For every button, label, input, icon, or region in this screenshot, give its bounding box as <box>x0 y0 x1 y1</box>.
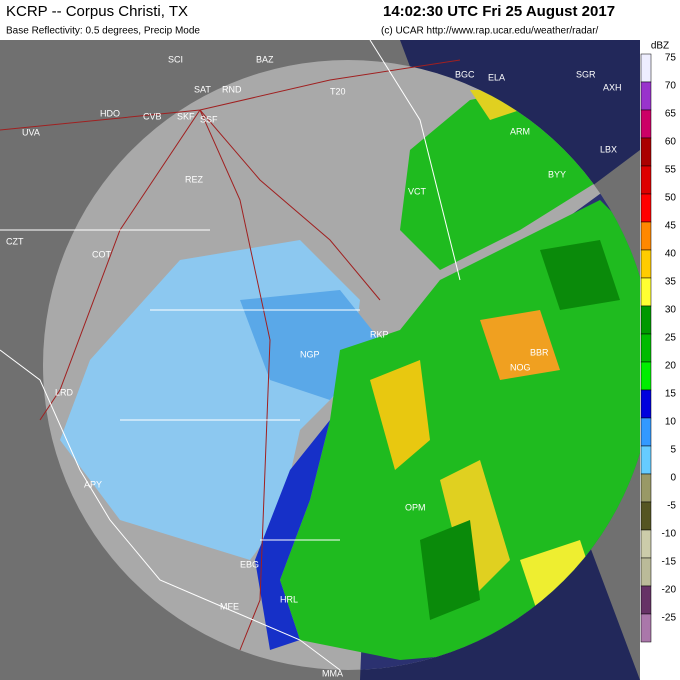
station-label: VCT <box>408 186 427 196</box>
legend-label: 50 <box>665 193 677 204</box>
station-label: UVA <box>22 127 40 137</box>
boundaries <box>0 39 461 671</box>
station-label: SCI <box>168 54 183 64</box>
legend-label: 75 <box>665 53 677 64</box>
station-label: NOG <box>510 362 531 372</box>
station-label: T20 <box>330 86 346 96</box>
legend-swatch <box>640 445 652 475</box>
roads <box>0 59 461 651</box>
legend-swatch <box>640 585 652 615</box>
legend-swatch <box>640 53 652 83</box>
legend-label: 25 <box>665 333 677 344</box>
station-label: COT <box>92 249 112 259</box>
credit: (c) UCAR http://www.rap.ucar.edu/weather… <box>381 26 599 37</box>
station-label: OPM <box>405 502 426 512</box>
station-label: SKF <box>177 111 195 121</box>
legend-swatch <box>640 249 652 279</box>
legend-swatch <box>640 81 652 111</box>
legend-label: 15 <box>665 389 677 400</box>
legend-label: -15 <box>662 557 677 568</box>
station-label: SAT <box>194 84 211 94</box>
legend-unit: dBZ <box>651 41 669 52</box>
station-label: BBR <box>530 347 549 357</box>
legend-label: 35 <box>665 277 677 288</box>
station-label: MFE <box>220 601 239 611</box>
station-label: APY <box>84 479 102 489</box>
legend-swatch <box>640 165 652 195</box>
legend-label: -25 <box>662 613 677 624</box>
station-label: SSF <box>200 114 218 124</box>
legend-label: 65 <box>665 109 677 120</box>
legend-label: 0 <box>670 473 676 484</box>
station-label: NGP <box>300 349 320 359</box>
legend-swatch <box>640 193 652 223</box>
station-label: BGC <box>455 69 475 79</box>
legend-label: 20 <box>665 361 677 372</box>
legend-swatch <box>640 109 652 139</box>
station-label: AXH <box>603 82 622 92</box>
legend-label: 30 <box>665 305 677 316</box>
legend: dBZ 757065605550454035302520151050-5-10-… <box>640 40 680 680</box>
legend-swatch <box>640 501 652 531</box>
station-label: CZT <box>6 236 24 246</box>
legend-label: 40 <box>665 249 677 260</box>
station-label: CVB <box>143 111 162 121</box>
station-label: HDO <box>100 108 120 118</box>
legend-swatch <box>640 389 652 419</box>
legend-label: 5 <box>670 445 676 456</box>
legend-swatch <box>640 221 652 251</box>
station-label: LBX <box>600 144 617 154</box>
station-label: MMA <box>322 668 343 678</box>
legend-label: 55 <box>665 165 677 176</box>
legend-swatch <box>640 361 652 391</box>
station-title: KCRP -- Corpus Christi, TX <box>6 3 188 20</box>
legend-label: -20 <box>662 585 677 596</box>
station-label: RKP <box>370 329 389 339</box>
station-label: ELA <box>488 72 505 82</box>
legend-swatch <box>640 473 652 503</box>
legend-label: 60 <box>665 137 677 148</box>
station-label: HRL <box>280 594 298 604</box>
station-label: EBG <box>240 559 259 569</box>
station-label: SGR <box>576 69 596 79</box>
legend-label: -10 <box>662 529 677 540</box>
legend-label: -5 <box>667 501 676 512</box>
legend-label: 45 <box>665 221 677 232</box>
legend-swatch <box>640 277 652 307</box>
legend-swatch <box>640 305 652 335</box>
legend-swatch <box>640 137 652 167</box>
legend-swatch <box>640 529 652 559</box>
map <box>0 39 653 680</box>
legend-swatch <box>640 417 652 447</box>
product: Base Reflectivity: 0.5 degrees, Precip M… <box>6 26 200 37</box>
station-label: REZ <box>185 174 204 184</box>
timestamp: 14:02:30 UTC Fri 25 August 2017 <box>383 3 615 20</box>
legend-label: 10 <box>665 417 677 428</box>
stations: SCI BAZ SAT RND T20 HDO CVB SKF SSF UVA REZ COT CZT L… <box>6 54 622 678</box>
station-label: LRD <box>55 387 74 397</box>
legend-swatch <box>640 333 652 363</box>
station-label: RND <box>222 84 242 94</box>
station-label: BYY <box>548 169 566 179</box>
legend-label: 70 <box>665 81 677 92</box>
legend-swatch <box>640 557 652 587</box>
legend-swatch <box>640 613 652 643</box>
header-bg <box>0 0 680 40</box>
station-label: ARM <box>510 126 530 136</box>
station-label: BAZ <box>256 54 274 64</box>
